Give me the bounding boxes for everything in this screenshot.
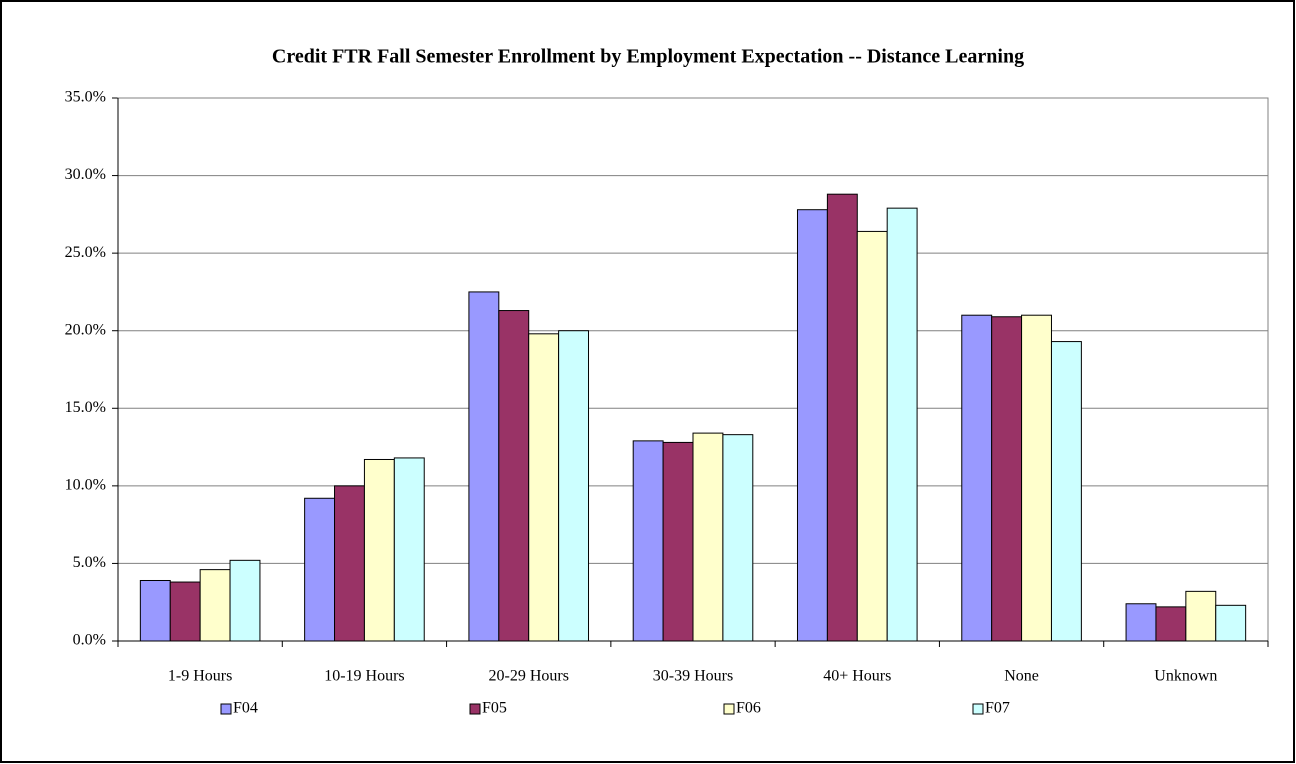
bar [826,193,858,642]
bar [1021,314,1052,642]
bar [1155,606,1187,642]
bar [334,485,365,642]
x-tick-label: 30-39 Hours [653,668,733,685]
y-tick-label: 10.0% [65,477,106,494]
bar [886,207,918,642]
y-tick-label: 5.0% [73,554,106,571]
y-tick-label: 35.0% [65,89,106,106]
legend-label: F05 [482,700,507,717]
y-tick-label: 15.0% [65,399,106,416]
y-tick-label: 30.0% [65,166,106,183]
bar [961,314,993,642]
bar [1050,341,1082,642]
legend-swatch [972,703,984,715]
x-tick-label: 10-19 Hours [324,668,404,685]
bar [796,209,828,642]
bar [558,330,590,642]
x-tick-label: 1-9 Hours [168,668,232,685]
legend-label: F04 [233,700,258,717]
y-tick-label: 0.0% [73,632,106,649]
bar [229,559,261,642]
bar [1185,590,1217,642]
bar [169,581,201,642]
legend-swatch [723,703,735,715]
bar [498,310,530,642]
bar [692,432,724,642]
bar [528,333,560,642]
x-tick-label: 40+ Hours [823,668,891,685]
bar [991,316,1023,642]
legend-swatch [220,703,232,715]
bar [722,434,754,642]
x-tick-label: 20-29 Hours [488,668,568,685]
bar [856,230,888,642]
bar [1215,604,1247,642]
bar [139,579,171,642]
legend-label: F07 [985,700,1010,717]
y-tick-label: 20.0% [65,321,106,338]
bar [468,291,500,642]
legend-label: F06 [736,700,761,717]
legend-swatch [469,703,481,715]
bar [199,569,231,642]
bar [304,497,336,642]
bar [393,457,425,642]
bar [632,440,664,642]
bar [662,441,694,642]
y-tick-label: 25.0% [65,244,106,261]
x-tick-label: Unknown [1154,668,1217,685]
chart-title: Credit FTR Fall Semester Enrollment by E… [272,46,1024,68]
bar [1125,603,1157,642]
x-tick-label: None [1004,668,1039,685]
bar [363,458,395,642]
